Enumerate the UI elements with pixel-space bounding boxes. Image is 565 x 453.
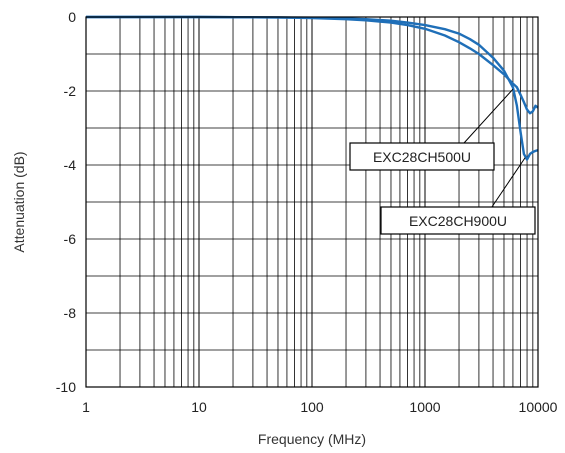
series-line-exc28ch900u (86, 15, 539, 161)
x-tick-label: 10 (191, 399, 207, 415)
y-tick-label: -4 (64, 157, 77, 173)
x-axis-label: Frequency (MHz) (258, 431, 366, 447)
x-tick-label: 100 (300, 399, 324, 415)
callout-label: EXC28CH900U (409, 213, 507, 229)
y-tick-label: -10 (56, 379, 76, 395)
y-tick-label: 0 (68, 9, 76, 25)
callout-box (349, 142, 495, 171)
tick-labels: 1 10 100 1000 10000 0 -2 -4 -6 -8 -10 (56, 9, 558, 415)
annotations: EXC28CH500U EXC28CH900U (349, 88, 536, 235)
x-tick-label: 1000 (409, 399, 440, 415)
x-tick-label: 10000 (519, 399, 558, 415)
x-tick-label: 1 (82, 399, 90, 415)
plot-frame (85, 16, 539, 388)
series-layer (86, 15, 539, 161)
callout-leader (463, 88, 514, 144)
y-tick-label: -2 (64, 83, 77, 99)
y-tick-label: -6 (64, 231, 77, 247)
callout-leader (491, 157, 526, 208)
grid (86, 17, 538, 387)
callout-box (380, 206, 536, 235)
y-tick-label: -8 (64, 305, 77, 321)
y-axis-label: Attenuation (dB) (11, 151, 27, 252)
callout-label: EXC28CH500U (373, 149, 471, 165)
